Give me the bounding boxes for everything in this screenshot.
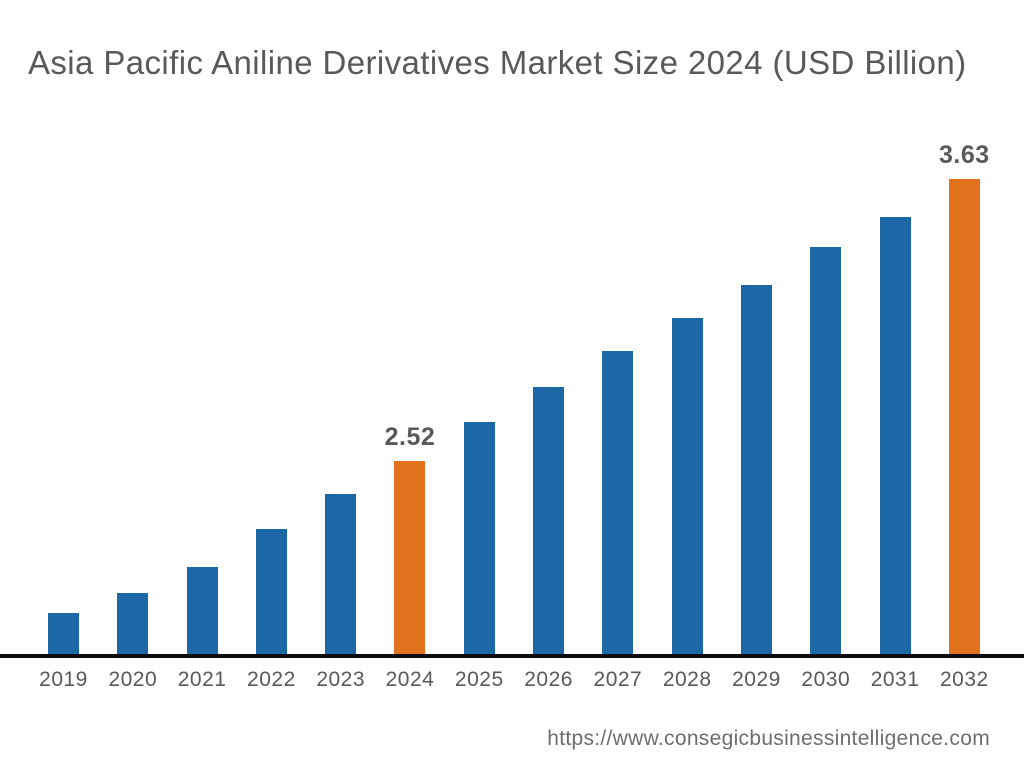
- bar-2021: [186, 567, 218, 656]
- data-label-2032: 3.63: [939, 141, 990, 169]
- bar-2025: [463, 422, 495, 656]
- chart-title: Asia Pacific Aniline Derivatives Market …: [28, 44, 967, 81]
- x-tick-2020: 2020: [108, 668, 158, 691]
- bar-2026: [533, 387, 565, 656]
- data-label-2024: 2.52: [384, 423, 436, 451]
- bar-2024: 2.52: [385, 423, 435, 656]
- bar-2023: [325, 494, 357, 656]
- bar-chart-plot-area: 2.52 3.63: [48, 0, 989, 656]
- x-tick-2032: 2032: [940, 668, 989, 691]
- x-tick-2022: 2022: [247, 668, 296, 691]
- x-axis-tick-labels: 2019 2020 2021 2022 2023 2024 2025 2026 2027 2028…: [39, 668, 989, 692]
- x-tick-2028: 2028: [662, 668, 712, 691]
- bar-2020: [117, 593, 149, 656]
- x-tick-2023: 2023: [316, 668, 366, 691]
- bar-2019: [48, 613, 79, 656]
- x-tick-2030: 2030: [801, 668, 851, 691]
- x-tick-2026: 2026: [524, 668, 573, 691]
- bar-2028: [671, 318, 703, 656]
- bar-2031: [879, 217, 911, 656]
- bar-2029: [740, 285, 772, 656]
- x-tick-2021: 2021: [177, 668, 227, 691]
- x-tick-2031: 2031: [870, 668, 920, 691]
- x-tick-2019: 2019: [39, 668, 88, 691]
- x-tick-2025: 2025: [454, 668, 504, 691]
- x-tick-2024: 2024: [385, 668, 435, 691]
- bar-2032: 3.63: [939, 141, 989, 656]
- bar-2027: [602, 351, 634, 656]
- bar-2030: [810, 247, 842, 656]
- source-url-text: https://www.consegicbusinessintelligence…: [547, 727, 990, 750]
- x-tick-2029: 2029: [732, 668, 781, 691]
- x-axis-line: [0, 654, 1024, 658]
- bar-2022: [255, 529, 287, 656]
- x-tick-2027: 2027: [593, 668, 643, 691]
